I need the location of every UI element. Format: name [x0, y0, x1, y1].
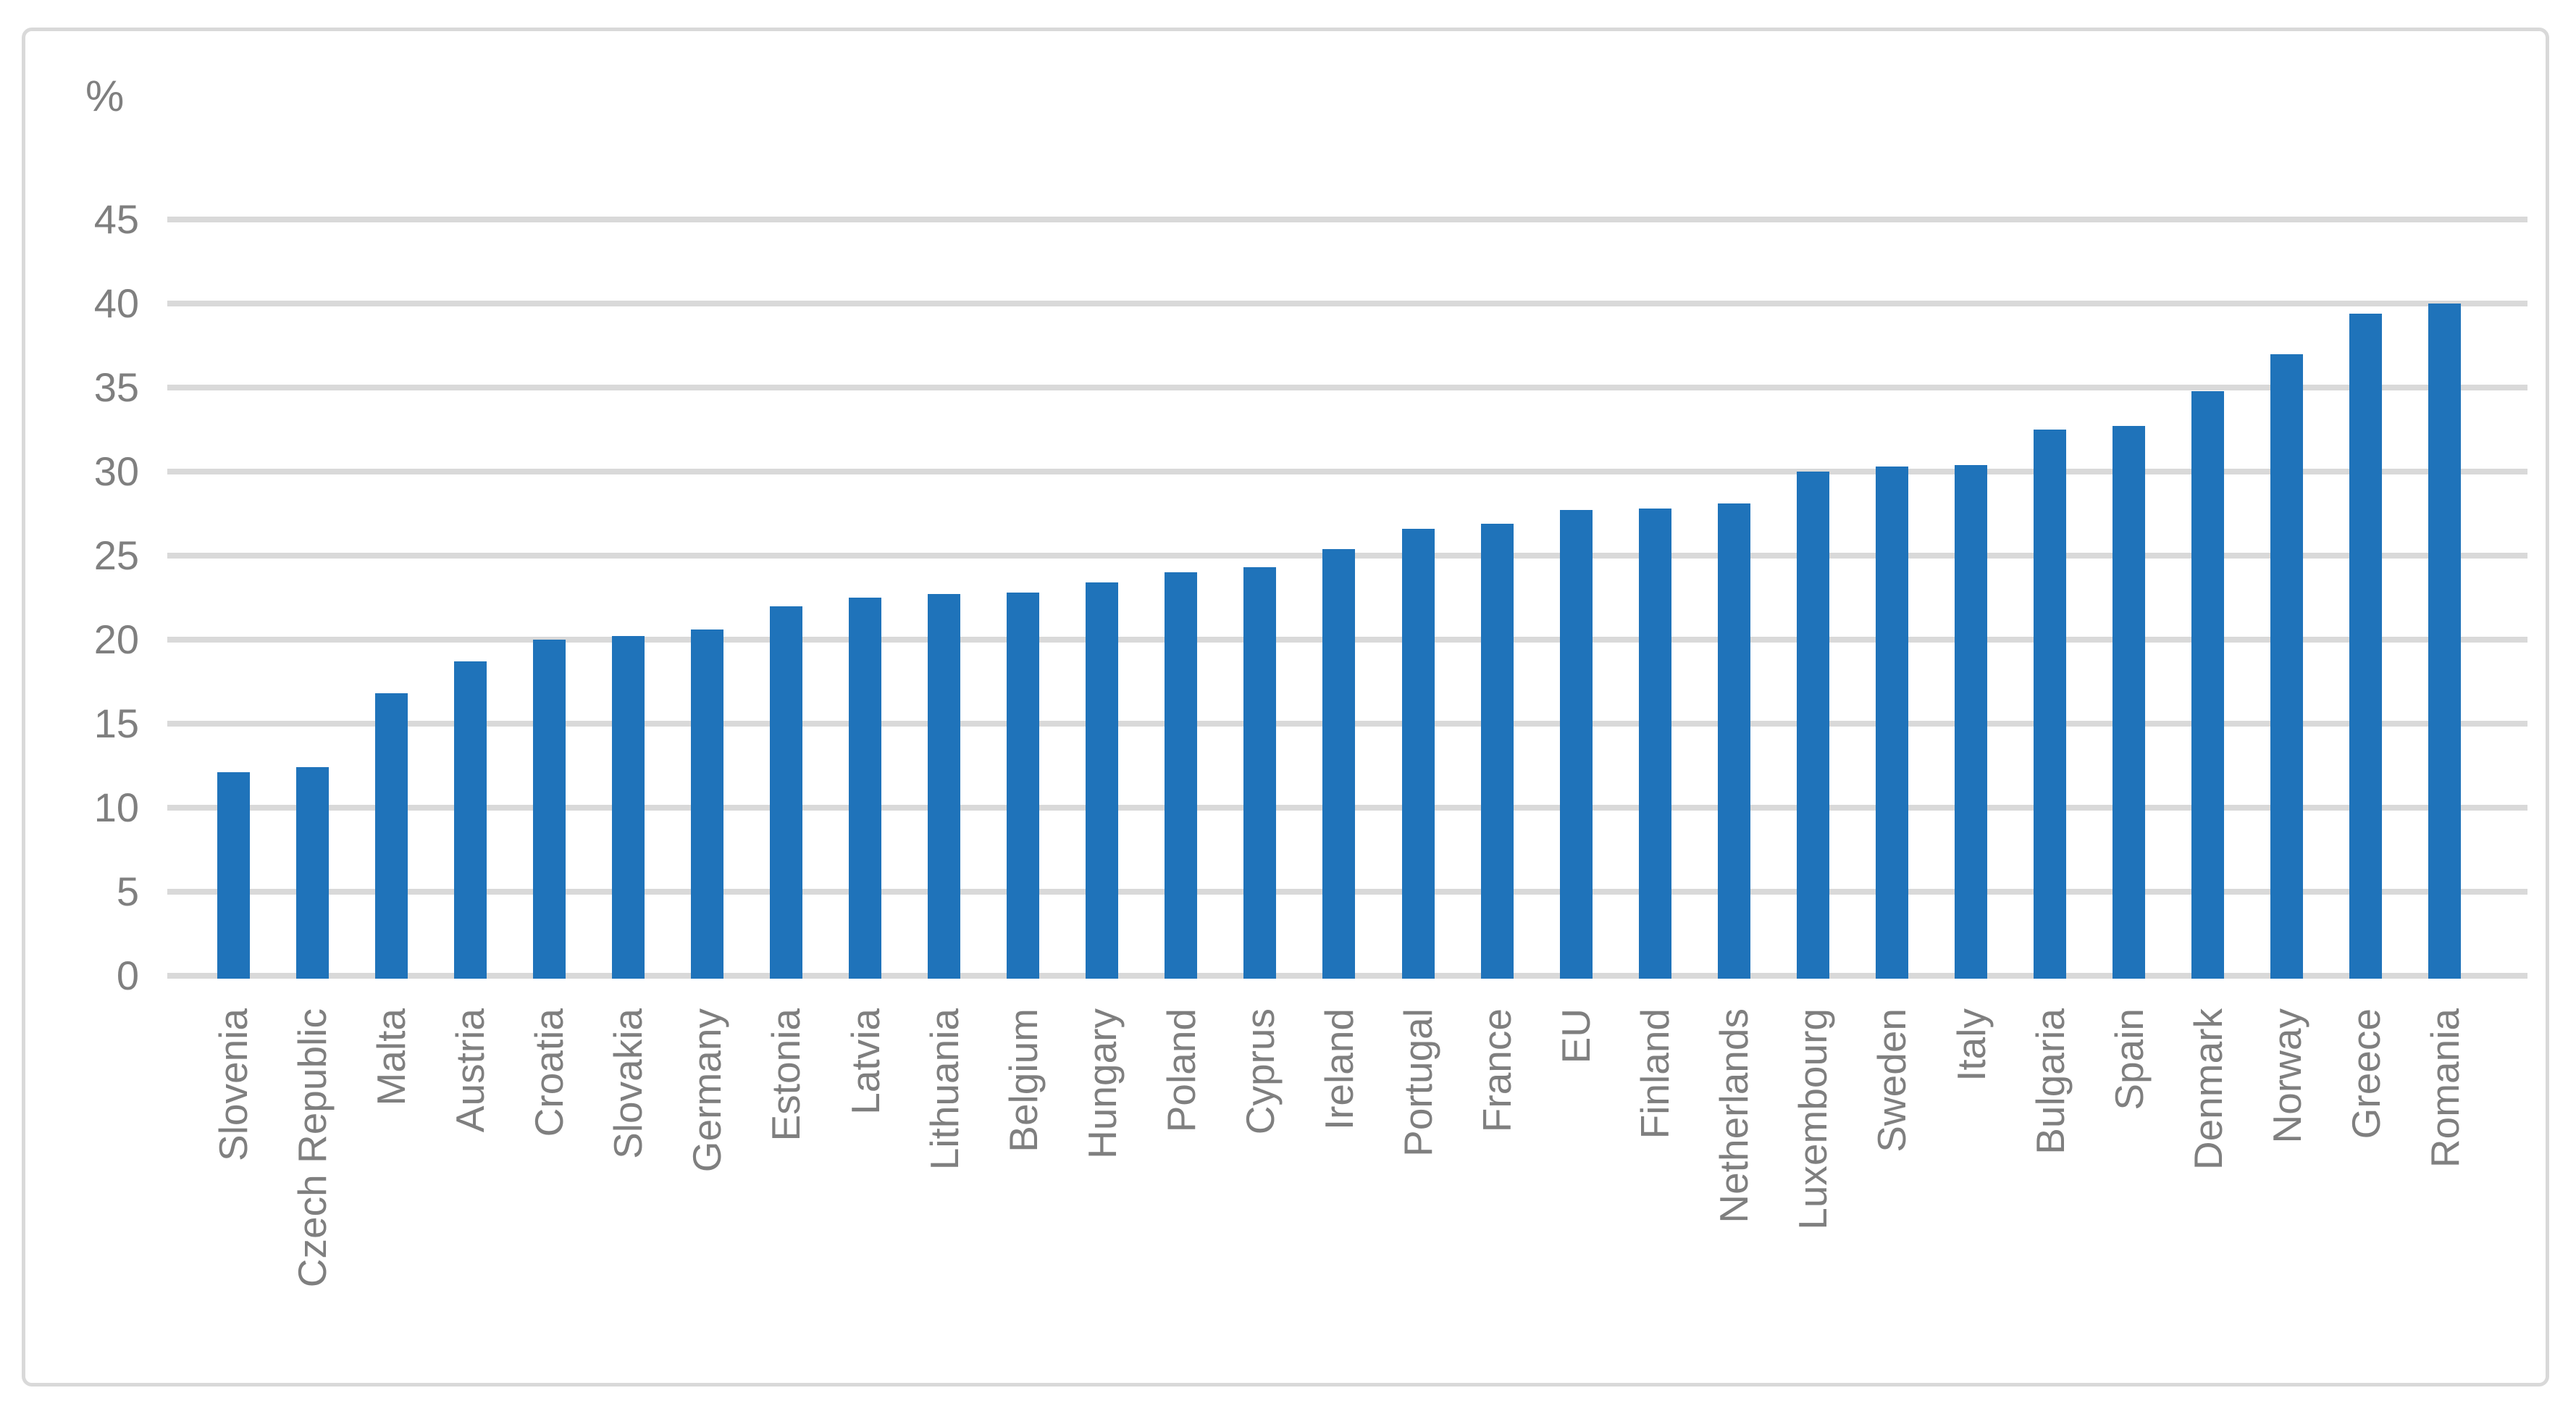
bar-sweden	[1875, 467, 1908, 979]
x-axis-label-france: France	[1474, 1008, 1520, 1133]
bar-ireland	[1322, 548, 1356, 979]
gridline-45	[167, 217, 2527, 222]
bar-malta	[374, 693, 408, 979]
x-axis-label-czech-republic: Czech Republic	[290, 1008, 335, 1288]
x-axis-label-eu: EU	[1553, 1008, 1599, 1064]
y-tick-label-25: 25	[93, 532, 139, 578]
y-tick-label-35: 35	[93, 364, 139, 410]
x-axis-label-portugal: Portugal	[1396, 1008, 1441, 1157]
x-axis-label-bulgaria: Bulgaria	[2027, 1008, 2073, 1155]
x-axis-label-germany: Germany	[684, 1008, 730, 1173]
bar-slovenia	[217, 772, 250, 979]
bar-latvia	[849, 598, 882, 979]
x-axis-label-croatia: Croatia	[526, 1008, 572, 1137]
bar-france	[1480, 523, 1514, 979]
x-axis-label-norway: Norway	[2264, 1008, 2309, 1144]
bar-greece	[2349, 313, 2383, 979]
bar-lithuania	[928, 594, 961, 979]
x-axis-label-malta: Malta	[369, 1008, 414, 1106]
x-axis-label-cyprus: Cyprus	[1237, 1008, 1283, 1135]
y-tick-label-10: 10	[93, 785, 139, 830]
y-tick-label-30: 30	[93, 448, 139, 494]
bar-croatia	[532, 640, 566, 979]
bar-cyprus	[1243, 567, 1277, 979]
x-axis-label-netherlands: Netherlands	[1711, 1008, 1757, 1224]
bar-slovakia	[611, 636, 645, 979]
y-tick-label-20: 20	[93, 616, 139, 662]
y-tick-label-40: 40	[93, 280, 139, 326]
x-axis-label-slovakia: Slovakia	[605, 1008, 651, 1159]
y-tick-label-5: 5	[116, 869, 139, 914]
bar-netherlands	[1717, 503, 1750, 979]
x-axis-label-greece: Greece	[2343, 1008, 2388, 1139]
x-axis-label-sweden: Sweden	[1869, 1008, 1915, 1153]
bar-austria	[453, 661, 487, 979]
x-axis-label-italy: Italy	[1948, 1008, 1994, 1082]
x-axis-label-lithuania: Lithuania	[921, 1008, 967, 1171]
bar-luxembourg	[1796, 472, 1829, 979]
x-axis-label-slovenia: Slovenia	[211, 1008, 256, 1161]
y-tick-label-15: 15	[93, 700, 139, 746]
y-tick-label-45: 45	[93, 196, 139, 242]
x-axis-label-estonia: Estonia	[763, 1008, 809, 1142]
bar-eu	[1559, 510, 1593, 979]
x-axis-label-hungary: Hungary	[1079, 1008, 1125, 1159]
gridline-30	[167, 469, 2527, 474]
bar-germany	[690, 630, 723, 979]
gridline-35	[167, 385, 2527, 390]
x-axis-label-denmark: Denmark	[2185, 1008, 2231, 1171]
bar-romania	[2428, 304, 2462, 979]
x-axis-label-austria: Austria	[448, 1008, 493, 1133]
bar-estonia	[769, 606, 802, 979]
bar-denmark	[2191, 390, 2225, 979]
y-axis-unit-label: %	[85, 72, 125, 120]
x-axis-label-luxembourg: Luxembourg	[1790, 1008, 1836, 1230]
bar-poland	[1165, 572, 1198, 979]
bar-czech-republic	[295, 767, 329, 979]
x-axis-label-latvia: Latvia	[842, 1008, 888, 1115]
bar-hungary	[1086, 582, 1119, 979]
x-axis-label-ireland: Ireland	[1316, 1008, 1362, 1131]
bar-spain	[2113, 426, 2146, 979]
x-axis-label-belgium: Belgium	[1000, 1008, 1046, 1153]
bar-finland	[1638, 509, 1671, 979]
x-axis-label-poland: Poland	[1158, 1008, 1204, 1133]
bar-italy	[1955, 464, 1988, 979]
x-axis-label-spain: Spain	[2106, 1008, 2152, 1111]
bar-portugal	[1401, 528, 1435, 979]
x-axis-label-finland: Finland	[1632, 1008, 1678, 1139]
bar-norway	[2270, 354, 2304, 979]
gridline-40	[167, 301, 2527, 306]
bar-belgium	[1007, 593, 1040, 979]
x-axis-label-romania: Romania	[2422, 1008, 2467, 1168]
bar-bulgaria	[2034, 430, 2067, 979]
y-tick-label-0: 0	[116, 953, 139, 998]
